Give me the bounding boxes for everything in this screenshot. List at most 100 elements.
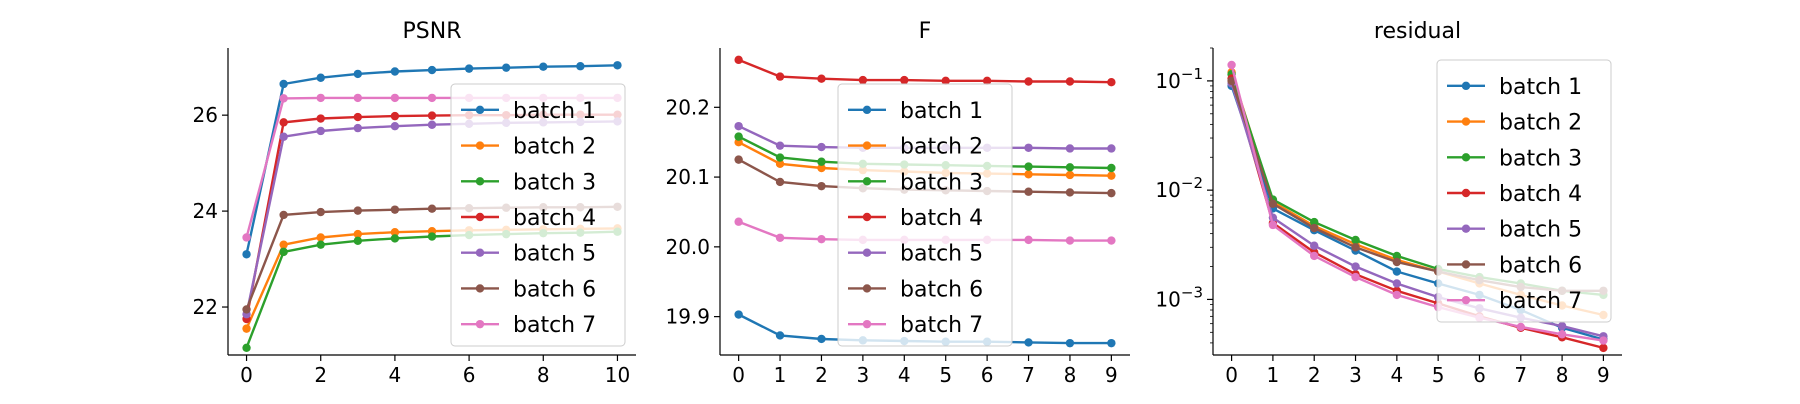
data-point [390,93,400,103]
data-point [1227,60,1236,70]
data-point [613,61,622,70]
data-point [279,94,288,103]
legend-swatch-marker [862,284,872,293]
x-tick-label: 1 [774,363,787,387]
data-point [279,132,288,141]
legend-swatch-marker [475,177,485,186]
data-point [242,324,251,333]
data-point [390,228,400,237]
legend-label: batch 7 [513,313,596,338]
y-tick-label: 20.0 [665,235,710,259]
data-point [1310,217,1319,227]
legend-item-batch-5: batch 5 [848,242,983,267]
x-tick-label: 0 [240,363,253,387]
data-point [817,142,826,152]
legend-label: batch 6 [900,277,983,302]
legend-item-batch-7: batch 7 [848,313,983,338]
legend-label: batch 7 [900,313,983,338]
legend-box [1436,59,1612,323]
legend: batch 1 batch 2 batch 3 batch 4 batch 5 batch… [450,83,626,347]
data-point [1024,170,1033,179]
data-point [817,334,826,344]
legend-item-batch-6: batch 6 [461,277,596,302]
chart-title: PSNR [403,19,462,44]
x-tick-label: 2 [1308,363,1321,387]
data-point [775,141,785,150]
x-tick-label: 5 [1432,363,1445,387]
data-point [1392,267,1402,276]
series-line-batch-4 [1230,78,1604,350]
data-point [775,233,785,242]
x-tick-label: 8 [1064,363,1077,387]
legend-label: batch 2 [900,135,983,160]
y-tick-label: 10−1 [1155,65,1203,93]
x-tick-label: 3 [1349,363,1362,387]
data-point [1107,144,1116,153]
data-point [1065,170,1075,180]
data-point [1392,257,1402,267]
data-point [576,62,585,71]
data-point [353,236,363,246]
data-point [279,210,288,220]
legend-swatch-marker [1461,117,1471,126]
data-point [775,159,785,169]
data-point [1024,162,1033,171]
legend-swatch-marker [1461,295,1471,305]
y-tick-label: 19.9 [665,305,710,329]
legend-item-batch-2: batch 2 [461,135,596,160]
data-point [1268,199,1278,209]
x-tick-label: 10 [605,363,630,387]
x-tick-label: 4 [1390,363,1403,387]
x-tick-label: 0 [1225,363,1238,387]
data-point [316,240,325,249]
data-point [242,250,251,259]
legend-item-batch-7: batch 7 [461,313,596,338]
y-tick-label: 22 [193,295,218,319]
x-tick-label: 9 [1597,363,1610,387]
x-tick-label: 8 [1556,363,1569,387]
data-point [501,63,511,72]
legend-label: batch 1 [513,99,596,124]
data-point [316,93,325,103]
legend-swatch-marker [475,105,485,115]
chart-title: residual [1374,19,1461,44]
x-tick-label: 2 [314,363,327,387]
legend-swatch-marker [1461,224,1471,233]
y-tick-label: 10−3 [1155,283,1203,311]
legend-label: batch 5 [513,242,596,267]
legend-label: batch 2 [1499,111,1582,136]
legend-swatch-marker [862,177,872,186]
data-point [1024,338,1033,347]
data-point [1065,338,1075,348]
data-point [817,163,826,173]
data-point [1107,171,1116,180]
y-tick-label: 10−2 [1155,174,1203,202]
data-point [775,72,785,81]
data-point [390,205,400,214]
data-point [1351,235,1360,245]
data-point [316,126,325,136]
data-point [1227,76,1236,86]
x-tick-label: 0 [732,363,745,387]
legend-label: batch 5 [900,242,983,267]
data-point [817,181,826,191]
data-point [1599,336,1608,345]
y-tick-label: 20.1 [665,165,710,189]
data-point [279,240,288,249]
legend-item-batch-1: batch 1 [461,99,596,124]
data-point [390,67,400,76]
data-point [1065,188,1075,197]
legend-label: batch 6 [513,277,596,302]
legend-swatch-marker [475,319,485,329]
legend-label: batch 5 [1499,218,1582,243]
data-point [353,69,363,79]
data-point [1065,163,1075,172]
data-point [900,75,909,85]
data-point [817,234,826,244]
legend-swatch-marker [475,141,485,150]
data-point [427,65,437,75]
data-point [1351,262,1360,271]
